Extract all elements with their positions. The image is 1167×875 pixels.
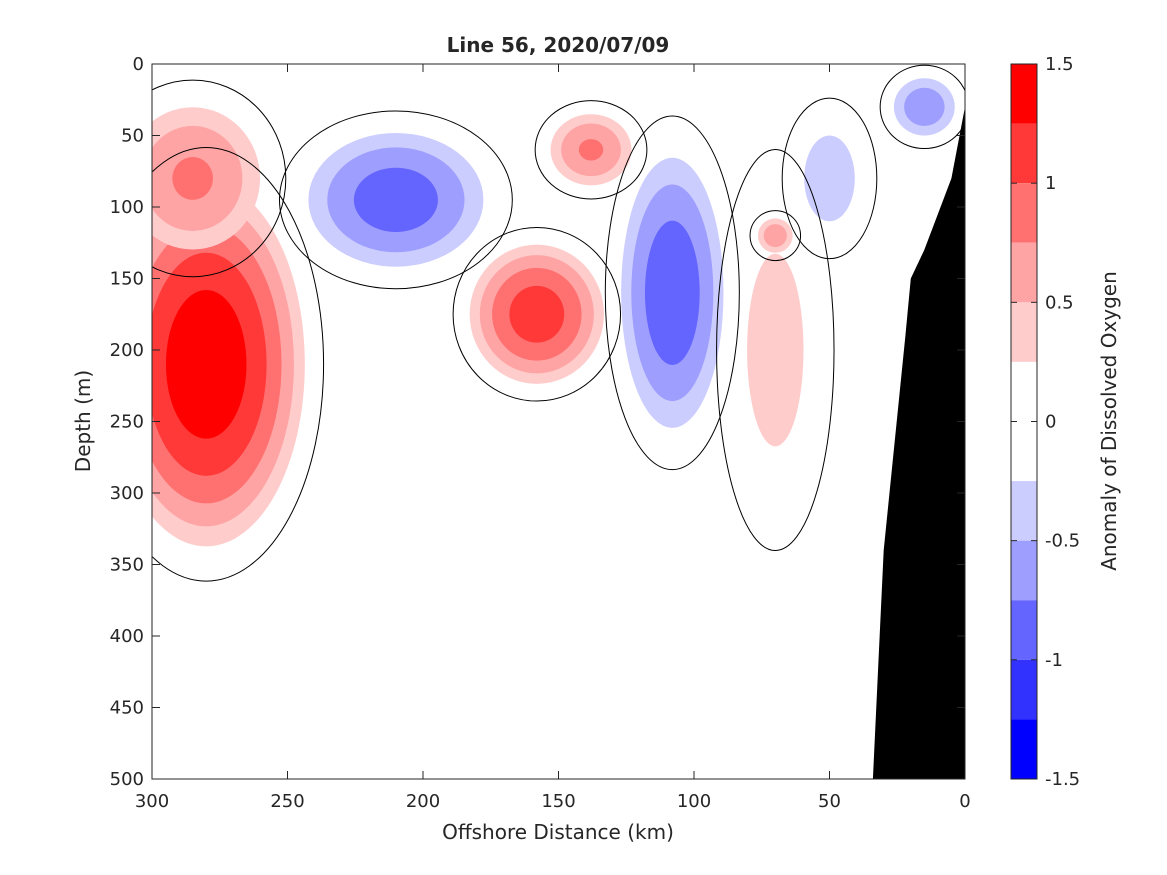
anomaly-1-level xyxy=(172,156,213,200)
contour-3 xyxy=(452,226,622,402)
y-tick-label: 300 xyxy=(110,483,144,504)
contour-2 xyxy=(278,110,513,290)
contour-4 xyxy=(534,100,648,200)
colorbar-segment xyxy=(1011,242,1037,303)
y-tick-label: 250 xyxy=(110,412,144,433)
contour-1 xyxy=(152,79,287,278)
seafloor xyxy=(872,106,965,779)
x-tick-label: 50 xyxy=(818,791,841,812)
anomaly-2-level xyxy=(353,167,438,232)
x-tick-label: 0 xyxy=(959,791,970,812)
y-tick-label: 500 xyxy=(110,769,144,790)
colorbar-segment xyxy=(1011,659,1037,720)
contour-6 xyxy=(716,148,835,552)
y-tick-label: 200 xyxy=(110,340,144,361)
anomaly-4-level xyxy=(578,139,604,161)
bathymetry xyxy=(872,106,965,779)
y-tick-label: 400 xyxy=(110,626,144,647)
contour-8 xyxy=(781,97,878,260)
anomaly-3-level xyxy=(509,285,565,343)
colorbar-label: Anomaly of Dissolved Oxygen xyxy=(1097,271,1121,571)
contour-0 xyxy=(152,147,325,582)
anomaly-6-level xyxy=(747,253,804,447)
colorbar-tick-label: 0.5 xyxy=(1045,292,1074,313)
colorbar-tick-label: 1.5 xyxy=(1045,54,1074,75)
x-axis-label: Offshore Distance (km) xyxy=(442,820,674,844)
colorbar-tick-label: 0 xyxy=(1045,412,1056,433)
colorbar-axis: 1.5 1 0.5 0 -0.5 -1 -1.5 xyxy=(1011,54,1080,790)
colorbar-tick-label: -1.5 xyxy=(1045,769,1080,790)
colorbar-segment xyxy=(1011,481,1037,541)
chart-title: Line 56, 2020/07/09 xyxy=(447,33,670,57)
colorbar-tick-label: -0.5 xyxy=(1045,531,1080,552)
x-tick-label: 150 xyxy=(541,791,575,812)
colorbar-segment xyxy=(1011,64,1037,124)
y-tick-label: 150 xyxy=(110,269,144,290)
colorbar-segment xyxy=(1011,302,1037,362)
anomaly-field xyxy=(152,78,955,547)
contour-5 xyxy=(604,115,740,471)
y-axis: 0 50 100 150 200 250 300 350 400 450 500 xyxy=(110,54,965,790)
colorbar xyxy=(1010,63,1038,780)
anomaly-8-level xyxy=(804,135,855,222)
x-tick-label: 100 xyxy=(677,791,711,812)
colorbar-segment xyxy=(1011,540,1037,601)
x-tick-label: 250 xyxy=(270,791,304,812)
y-tick-label: 100 xyxy=(110,197,144,218)
y-tick-label: 450 xyxy=(110,698,144,719)
colorbar-segment xyxy=(1011,600,1037,660)
x-tick-label: 200 xyxy=(406,791,440,812)
y-axis-label: Depth (m) xyxy=(71,370,95,472)
y-tick-label: 50 xyxy=(121,126,144,147)
y-tick-label: 0 xyxy=(133,54,144,75)
zero-contours xyxy=(152,64,965,582)
contour-7 xyxy=(749,210,802,262)
x-axis: 300 250 200 150 100 50 0 xyxy=(135,64,971,812)
colorbar-segment xyxy=(1011,123,1037,184)
anomaly-5-level xyxy=(644,220,700,365)
y-tick-label: 350 xyxy=(110,555,144,576)
colorbar-tick-label: 1 xyxy=(1045,173,1056,194)
contour-9 xyxy=(879,64,965,150)
x-tick-label: 300 xyxy=(135,791,169,812)
colorbar-segment xyxy=(1011,719,1037,779)
anomaly-9-level xyxy=(904,87,945,127)
anomaly-0-level xyxy=(165,289,247,439)
colorbar-segment xyxy=(1011,183,1037,243)
colorbar-tick-label: -1 xyxy=(1045,650,1063,671)
anomaly-7-level xyxy=(763,224,787,248)
